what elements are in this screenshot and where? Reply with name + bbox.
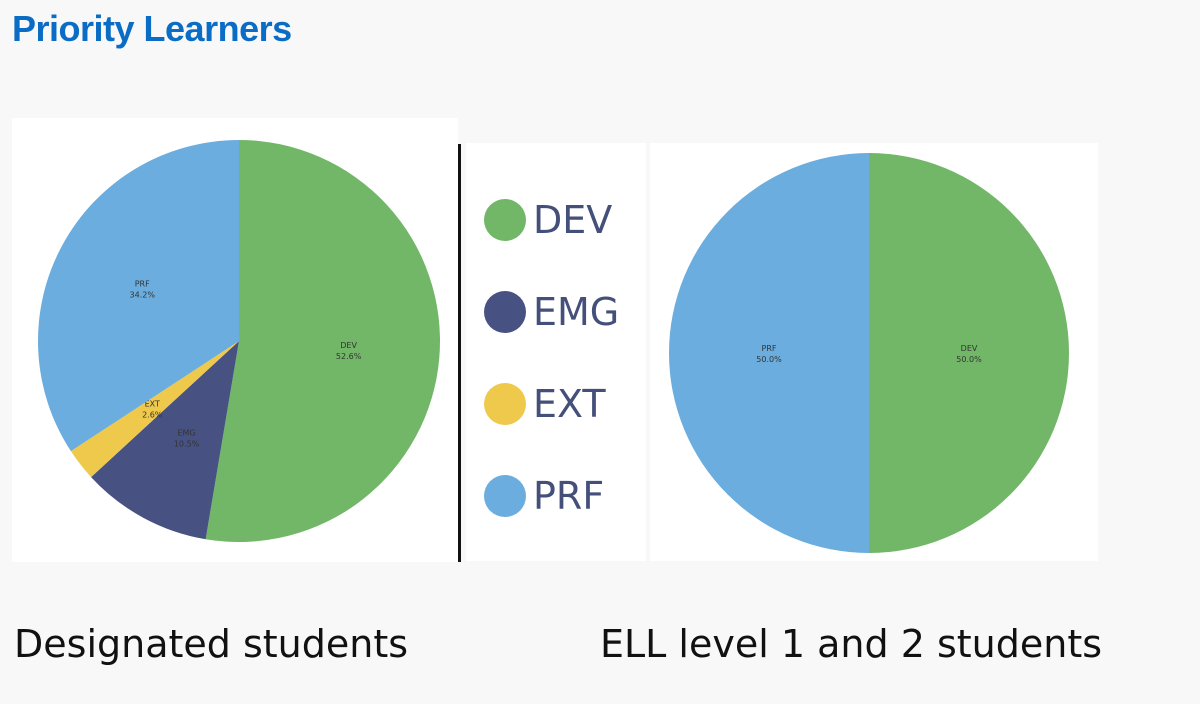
pie-label-ext-name: EXT (145, 400, 160, 409)
legend-label-emg: EMG (533, 290, 620, 334)
legend-swatch-prf (484, 475, 526, 517)
pie-label-prf-value: 34.2% (130, 291, 156, 300)
legend-label-ext: EXT (533, 382, 606, 426)
pie-label-dev-value: 52.6% (336, 352, 362, 361)
pie-label-dev-name: DEV (340, 341, 357, 350)
page-title: Priority Learners (12, 8, 292, 49)
designated-students-pie-chart: DEV 52.6% EMG 10.5% EXT 2.6% PRF 34.2% (37, 140, 441, 542)
pie-label-dev-name: DEV (961, 344, 978, 353)
pie-label-prf-name: PRF (762, 344, 777, 353)
chart-legend: DEV EMG EXT PRF (484, 172, 644, 544)
pie-label-dev-value: 50.0% (956, 355, 982, 364)
legend-item-ext: EXT (484, 356, 644, 452)
pie-slice-dev (869, 153, 1069, 553)
legend-item-prf: PRF (484, 448, 644, 544)
legend-label-dev: DEV (533, 198, 613, 242)
pie-slice-ext (70, 341, 239, 478)
legend-swatch-emg (484, 291, 526, 333)
designated-students-caption: Designated students (14, 622, 409, 666)
pie-label-emg-value: 10.5% (174, 440, 200, 449)
pie-label-emg-name: EMG (177, 429, 195, 438)
legend-swatch-dev (484, 199, 526, 241)
pie-label-prf-name: PRF (135, 280, 150, 289)
pie-slice-emg (91, 341, 240, 540)
pie-label-prf-value: 50.0% (756, 355, 782, 364)
ell-students-pie-chart: DEV 50.0% PRF 50.0% (669, 153, 1069, 553)
pie-slice-prf (669, 153, 869, 553)
pie-slice-prf (37, 140, 239, 452)
legend-label-prf: PRF (533, 474, 605, 518)
pie-slice-dev (205, 140, 441, 542)
ell-students-caption: ELL level 1 and 2 students (600, 622, 1103, 666)
pie-label-ext-value: 2.6% (142, 411, 163, 420)
legend-item-emg: EMG (484, 264, 644, 360)
vertical-divider (458, 144, 461, 562)
legend-swatch-ext (484, 383, 526, 425)
legend-item-dev: DEV (484, 172, 644, 268)
